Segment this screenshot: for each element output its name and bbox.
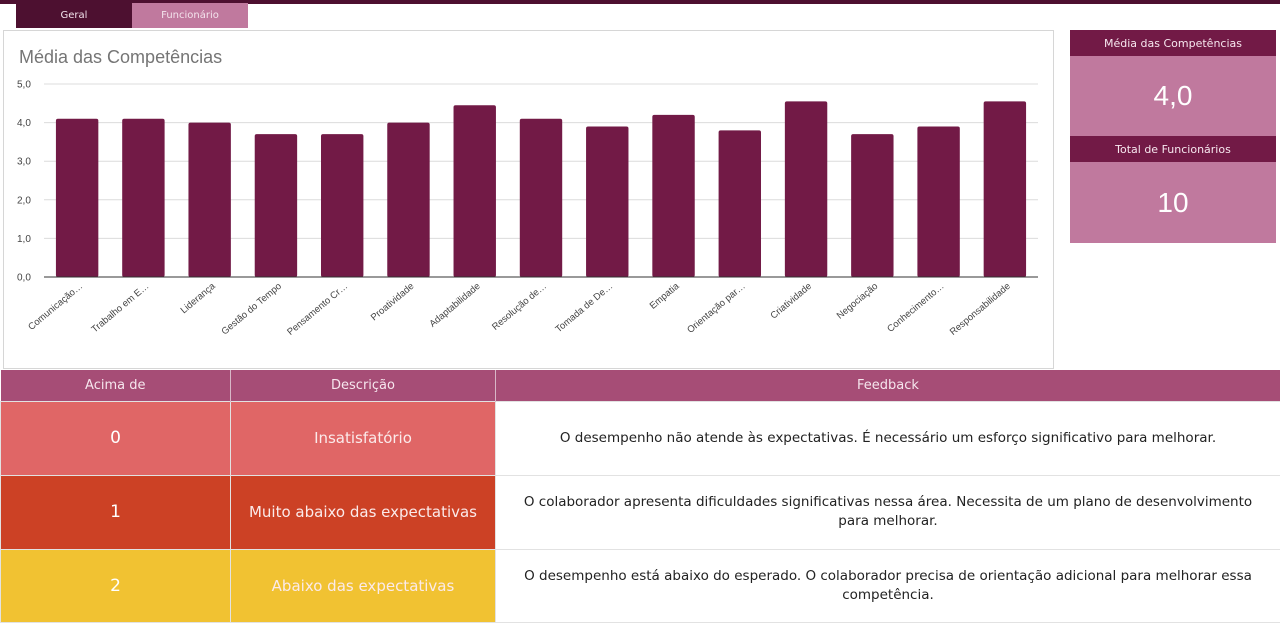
bar[interactable] bbox=[519, 118, 563, 278]
table-row: 1 Muito abaixo das expectativas O colabo… bbox=[0, 474, 1280, 550]
bar[interactable] bbox=[453, 105, 496, 277]
rating-scale-table: Acima de Descrição Feedback 0 Insatisfat… bbox=[0, 370, 1280, 623]
y-tick-label: 1,0 bbox=[17, 234, 31, 245]
chart-title: Média das Competências bbox=[19, 47, 223, 67]
x-tick-label: Tomada de De… bbox=[554, 281, 616, 335]
tab-geral[interactable]: Geral bbox=[16, 3, 132, 28]
table-row: 2 Abaixo das expectativas O desempenho e… bbox=[0, 548, 1280, 623]
bar[interactable] bbox=[55, 118, 99, 278]
level-description: Abaixo das expectativas bbox=[230, 548, 496, 623]
y-tick-label: 4,0 bbox=[17, 118, 31, 129]
bar[interactable] bbox=[652, 114, 695, 277]
header-acima-de: Acima de bbox=[0, 370, 231, 401]
bar[interactable] bbox=[851, 134, 894, 277]
avg-competency-value: 4,0 bbox=[1153, 80, 1193, 111]
bar[interactable] bbox=[122, 118, 165, 278]
bar[interactable] bbox=[784, 101, 828, 278]
x-tick-label: Comunicação… bbox=[26, 281, 85, 333]
bar[interactable] bbox=[387, 122, 430, 277]
tab-bar: Geral Funcionário bbox=[16, 3, 248, 28]
x-tick-label: Negociação bbox=[835, 281, 881, 322]
bar[interactable] bbox=[188, 122, 231, 277]
x-tick-label: Liderança bbox=[179, 280, 219, 316]
total-employees-label: Total de Funcionários bbox=[1070, 136, 1276, 162]
table-row: 0 Insatisfatório O desempenho não atende… bbox=[0, 400, 1280, 476]
bar[interactable] bbox=[983, 101, 1027, 278]
bar[interactable] bbox=[917, 126, 960, 278]
x-tick-label: Conhecimento… bbox=[885, 281, 946, 335]
bar-chart-svg: 0,0 1,0 2,0 3,0 4,0 5,0 Comunicação… Trabalho e… bbox=[17, 80, 1038, 338]
x-tick-label: Adaptabilidade bbox=[427, 281, 482, 330]
x-tick-label: Resolução de… bbox=[490, 281, 549, 333]
level-feedback: O desempenho não atende às expectativas.… bbox=[495, 400, 1280, 476]
x-tick-label: Orientação par… bbox=[685, 281, 747, 336]
top-strip bbox=[0, 0, 1280, 4]
header-feedback: Feedback bbox=[495, 370, 1280, 401]
y-tick-label: 2,0 bbox=[17, 195, 31, 206]
avg-competency-label: Média das Competências bbox=[1070, 30, 1276, 56]
bar[interactable] bbox=[254, 134, 298, 277]
x-tick-label: Trabalho em E… bbox=[90, 281, 152, 335]
x-tick-label: Pensamento Cr… bbox=[285, 281, 350, 338]
x-tick-label: Proatividade bbox=[369, 281, 417, 323]
table-header-row: Acima de Descrição Feedback bbox=[0, 370, 1280, 401]
x-tick-label: Criatividade bbox=[768, 281, 814, 322]
bar[interactable] bbox=[718, 130, 762, 277]
level-feedback: O desempenho está abaixo do esperado. O … bbox=[495, 548, 1280, 623]
tab-funcionario[interactable]: Funcionário bbox=[132, 3, 248, 28]
x-tick-label: Responsabilidade bbox=[948, 281, 1013, 338]
y-tick-label: 5,0 bbox=[17, 80, 31, 91]
level-value: 1 bbox=[0, 474, 231, 550]
header-descricao: Descrição bbox=[230, 370, 496, 401]
stats-panel: Média das Competências 4,0 Total de Func… bbox=[1070, 30, 1276, 243]
y-tick-label: 3,0 bbox=[17, 157, 31, 168]
level-description: Muito abaixo das expectativas bbox=[230, 474, 496, 550]
bar[interactable] bbox=[586, 126, 629, 278]
total-employees-value: 10 bbox=[1157, 186, 1189, 218]
x-tick-label: Gestão do Tempo bbox=[219, 281, 283, 338]
competency-chart: Média das Competências 0,0 1,0 2,0 3,0 4,0 5,… bbox=[3, 30, 1054, 369]
level-feedback: O colaborador apresenta dificuldades sig… bbox=[495, 474, 1280, 550]
level-description: Insatisfatório bbox=[230, 400, 496, 476]
x-tick-label: Empatia bbox=[648, 280, 682, 311]
y-tick-label: 0,0 bbox=[17, 273, 31, 284]
level-value: 2 bbox=[0, 548, 231, 623]
level-value: 0 bbox=[0, 400, 231, 476]
bar[interactable] bbox=[320, 134, 364, 277]
